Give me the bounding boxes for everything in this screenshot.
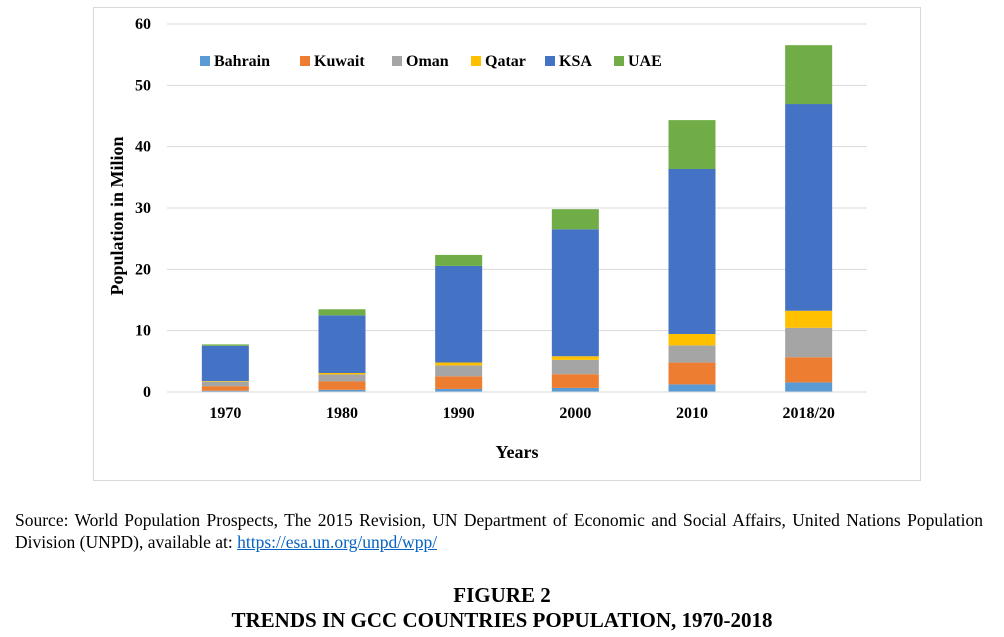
legend-label-bahrain: Bahrain [214,53,270,70]
y-tick-label-30: 30 [135,200,151,217]
y-axis-title: Population in Milion [107,136,127,295]
legend-label-kuwait: Kuwait [314,53,365,70]
bar-uae-1970 [201,344,249,346]
bar-uae-2010 [668,120,716,169]
figure-title: TRENDS IN GCC COUNTRIES POPULATION, 1970… [231,608,773,632]
bar-uae-1980 [318,309,366,316]
y-tick-label-40: 40 [135,139,151,156]
source-note: Source: World Population Prospects, The … [15,509,983,553]
chart-area: 0 10 20 30 40 50 60 1970 1980 1990 2000 2010 2018/20… [93,7,921,481]
bar-qatar-1980 [318,372,366,375]
source-text: Source: World Population Prospects, The … [15,510,983,552]
figure-number: FIGURE 2 [453,583,551,607]
source-link[interactable]: https://esa.un.org/unpd/wpp/ [237,532,438,552]
bar-uae-2000 [551,209,599,230]
bar-kuwait-2010 [668,362,716,385]
y-tick-label-50: 50 [135,77,151,94]
x-tick-label-2018-20: 2018/20 [782,405,834,422]
gridlines [167,23,867,332]
x-tick-label-2010: 2010 [676,405,708,422]
bar-oman-2010 [668,345,716,363]
legend-swatch-bahrain [200,56,210,66]
bar-ksa-2018-20 [785,104,833,311]
bar-qatar-2010 [668,333,716,346]
stacked-bar-chart: 0 10 20 30 40 50 60 1970 1980 1990 2000 2010 2018/20… [107,16,867,462]
bar-qatar-2018-20 [785,310,833,328]
bar-oman-1980 [318,374,366,382]
x-tick-label-1990: 1990 [443,405,475,422]
x-axis-title: Years [496,442,539,462]
axes: 0 10 20 30 40 50 60 1970 1980 1990 2000 2010 2018/20 [135,16,867,422]
bar-bahrain-1970 [201,390,249,392]
bar-qatar-1970 [201,381,249,382]
bar-qatar-1990 [435,362,483,366]
x-tick-label-1970: 1970 [209,405,241,422]
legend-swatch-oman [392,56,402,66]
bar-ksa-1990 [435,265,483,363]
bar-bahrain-1980 [318,389,366,392]
legend-swatch-kuwait [300,56,310,66]
y-tick-label-0: 0 [143,384,151,401]
x-tick-label-2000: 2000 [559,405,591,422]
bar-bahrain-2000 [551,387,599,392]
bar-kuwait-2018-20 [785,357,833,383]
bar-ksa-1970 [201,345,249,382]
bar-kuwait-1990 [435,376,483,389]
bar-uae-2018-20 [785,45,833,105]
bar-bahrain-1990 [435,388,483,392]
bar-qatar-2000 [551,356,599,360]
bar-oman-1990 [435,365,483,377]
bar-uae-1990 [435,254,483,266]
bar-ksa-2000 [551,229,599,357]
legend-swatch-uae [614,56,624,66]
bar-bahrain-2018-20 [785,382,833,392]
y-tick-label-60: 60 [135,16,151,33]
legend-swatch-ksa [545,56,555,66]
legend-label-oman: Oman [406,53,449,70]
legend-swatch-qatar [471,56,481,66]
bar-oman-2018-20 [785,327,833,358]
legend: Bahrain Kuwait Oman Qatar KSA UAE [200,53,662,70]
bar-ksa-2010 [668,168,716,334]
bars [201,45,833,392]
legend-label-ksa: KSA [559,53,592,70]
legend-label-qatar: Qatar [485,53,526,70]
legend-label-uae: UAE [628,53,662,70]
bar-kuwait-2000 [551,374,599,388]
bar-kuwait-1970 [201,386,249,391]
bar-ksa-1980 [318,315,366,373]
bar-oman-2000 [551,359,599,375]
x-tick-label-1980: 1980 [326,405,358,422]
bar-kuwait-1980 [318,381,366,390]
y-tick-label-20: 20 [135,261,151,278]
bar-bahrain-2010 [668,384,716,392]
y-tick-label-10: 10 [135,323,151,340]
bar-oman-1970 [201,381,249,387]
